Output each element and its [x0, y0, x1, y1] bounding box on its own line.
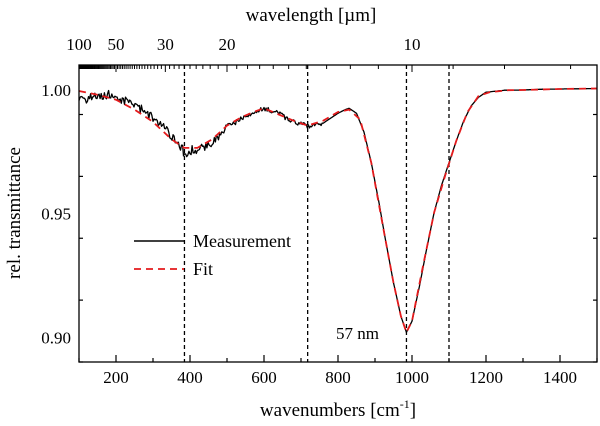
legend-fit-label: Fit — [193, 259, 213, 279]
x-ticks — [78, 355, 598, 362]
top-tick-label: 20 — [219, 35, 236, 54]
x-axis-title-superscript: -1 — [400, 397, 410, 411]
x-tick-label: 1200 — [469, 368, 503, 387]
series-line-fit — [78, 87, 598, 334]
y-tick-label: 0.90 — [41, 328, 71, 347]
legend: Measurement Fit — [134, 231, 291, 279]
y-axis-title: rel. transmittance — [4, 147, 25, 279]
legend-measurement-label: Measurement — [193, 231, 291, 251]
top-tick-labels: 100 50 30 20 10 — [66, 35, 420, 54]
x-tick-label: 600 — [251, 368, 277, 387]
y-tick-label: 0.95 — [41, 205, 71, 224]
y-tick-labels: 0.90 0.95 1.00 — [41, 81, 71, 348]
annotation-57nm: 57 nm — [336, 324, 379, 343]
x-axis-title: wavenumbers [cm-1] — [260, 397, 416, 421]
x-tick-label: 1400 — [543, 368, 577, 387]
series-lines — [78, 65, 598, 362]
y-tick-label: 1.00 — [41, 81, 71, 100]
top-axis-title: wavelength [µm] — [246, 5, 377, 26]
x-axis-title-suffix: ] — [410, 400, 416, 421]
vertical-reference-lines — [183, 65, 450, 362]
x-tick-label: 200 — [103, 368, 129, 387]
top-tick-label: 10 — [404, 35, 421, 54]
x-tick-label: 1000 — [395, 368, 429, 387]
x-tick-labels: 200 400 600 800 1000 1200 1400 — [103, 368, 577, 387]
top-ticks — [78, 65, 572, 72]
x-tick-label: 800 — [325, 368, 351, 387]
top-tick-label: 100 — [66, 35, 92, 54]
x-tick-label: 400 — [177, 368, 203, 387]
x-axis-title-main: wavenumbers [cm — [260, 400, 400, 421]
plot-frame — [78, 64, 598, 363]
plot-area-background — [79, 65, 597, 362]
top-tick-label: 50 — [108, 35, 125, 54]
top-tick-label: 30 — [157, 35, 174, 54]
